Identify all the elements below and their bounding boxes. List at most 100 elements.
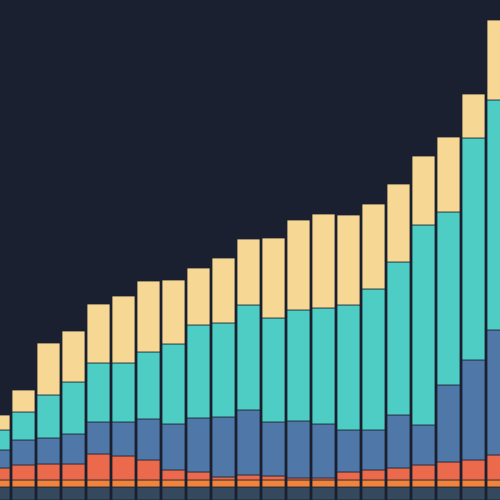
bar-segment <box>0 479 11 488</box>
bar-segment <box>436 136 461 213</box>
bar-segment <box>161 479 186 488</box>
bar-segment <box>211 322 236 418</box>
bar-segment <box>136 479 161 488</box>
bar-segment <box>36 437 61 465</box>
bar-segment <box>211 257 236 324</box>
bar-segment <box>36 479 61 488</box>
bar-segment <box>386 486 411 500</box>
bar-segment <box>461 459 486 481</box>
bar-segment <box>411 486 436 500</box>
bar-segment <box>136 280 161 353</box>
bar-segment <box>236 474 261 481</box>
bar-segment <box>136 418 161 461</box>
bar-segment <box>0 414 11 431</box>
bar-segment <box>86 421 111 455</box>
bar-segment <box>136 459 161 481</box>
bar-segment <box>311 307 336 425</box>
bar-segment <box>261 421 286 477</box>
bar-segment <box>0 467 11 481</box>
bar-segment <box>86 479 111 488</box>
bar-segment <box>436 486 461 500</box>
bar-segment <box>36 342 61 396</box>
bar-segment <box>461 479 486 488</box>
bar-segment <box>186 324 211 419</box>
bar-segment <box>361 288 386 431</box>
bar-segment <box>336 304 361 431</box>
bar-segment <box>361 479 386 488</box>
bar-segment <box>136 351 161 420</box>
bar-segment <box>486 479 500 488</box>
bar-segment <box>461 93 486 139</box>
bar-segment <box>286 486 311 500</box>
bar-segment <box>211 479 236 488</box>
bar-segment <box>0 486 11 500</box>
bar-segment <box>61 433 86 465</box>
bar-segment <box>486 329 500 456</box>
bar-segment <box>461 359 486 461</box>
bar-segment <box>36 463 61 481</box>
bar-segment <box>261 237 286 319</box>
bar-segment <box>86 486 111 500</box>
bar-segment <box>161 486 186 500</box>
bar-segment <box>0 429 11 451</box>
bar-segment <box>386 183 411 263</box>
bar-segment <box>61 330 86 383</box>
bar-segment <box>486 99 500 331</box>
bar-segment <box>336 479 361 488</box>
bar-segment <box>11 464 36 481</box>
bar-segment <box>0 449 11 469</box>
bar-segment <box>411 464 436 481</box>
bar-segment <box>161 469 186 481</box>
bar-segment <box>386 479 411 488</box>
bar-segment <box>11 389 36 413</box>
bar-segment <box>186 417 211 473</box>
bar-segment <box>436 479 461 488</box>
bar-segment <box>111 479 136 488</box>
bar-segment <box>361 486 386 500</box>
bar-segment <box>436 461 461 481</box>
bar-segment <box>236 238 261 306</box>
bar-segment <box>361 429 386 471</box>
bar-segment <box>336 429 361 473</box>
bar-segment <box>261 317 286 423</box>
bar-segment <box>86 453 111 481</box>
bar-segment <box>286 420 311 479</box>
bar-segment <box>186 479 211 488</box>
bar-segment <box>386 467 411 481</box>
bar-segment <box>161 343 186 425</box>
bar-segment <box>336 486 361 500</box>
bar-segment <box>86 362 111 423</box>
bar-segment <box>361 203 386 290</box>
bar-segment <box>286 309 311 422</box>
bar-segment <box>386 414 411 469</box>
bar-segment <box>236 486 261 500</box>
bar-segment <box>261 486 286 500</box>
bar-segment <box>211 476 236 481</box>
bar-segment <box>36 394 61 439</box>
bar-segment <box>86 303 111 364</box>
bar-segment <box>161 423 186 471</box>
bar-segment <box>436 211 461 386</box>
bar-segment <box>461 486 486 500</box>
bar-segment <box>486 486 500 500</box>
bar-segment <box>411 479 436 488</box>
bar-segment <box>261 475 286 481</box>
bar-segment <box>186 471 211 481</box>
bar-segment <box>111 295 136 364</box>
bar-segment <box>111 455 136 481</box>
bar-segment <box>136 486 161 500</box>
bar-segment <box>411 155 436 226</box>
bar-segment <box>61 486 86 500</box>
bar-segment <box>11 411 36 441</box>
bar-segment <box>61 463 86 481</box>
bar-segment <box>311 486 336 500</box>
bar-segment <box>211 486 236 500</box>
bar-segment <box>111 486 136 500</box>
bar-segment <box>486 454 500 481</box>
bar-segment <box>461 137 486 361</box>
bar-segment <box>111 362 136 423</box>
bar-segment <box>111 421 136 457</box>
bar-segment <box>286 479 311 488</box>
